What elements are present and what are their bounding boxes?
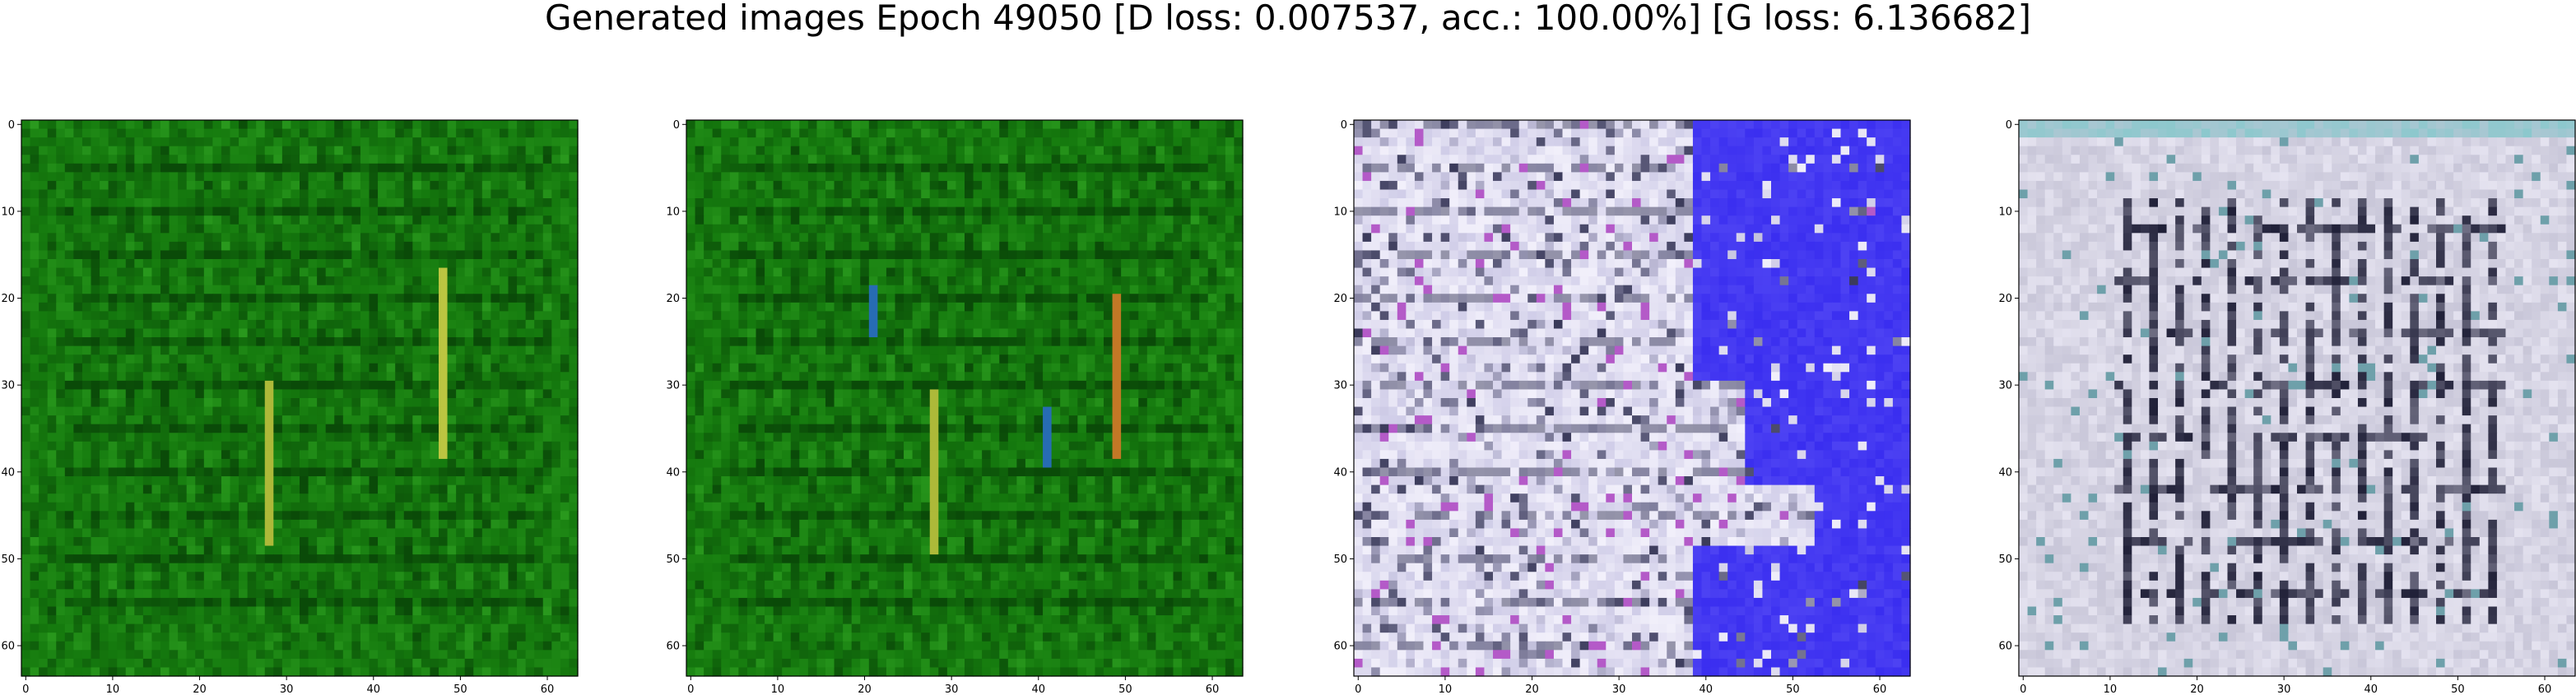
image-pixels	[2019, 120, 2576, 677]
y-tick-label: 20	[1, 293, 15, 305]
subplot-2: 0 0 10 10 20 20 30 30 40 40 50 50 60 60	[666, 119, 1244, 695]
y-tick-label: 0	[8, 119, 15, 132]
x-tick-label: 30	[945, 683, 959, 695]
x-tick-label: 50	[1118, 683, 1132, 695]
x-tick-label: 20	[2190, 683, 2204, 695]
x-tick-label: 0	[1355, 683, 1361, 695]
x-tick-label: 60	[2538, 683, 2552, 695]
y-tick-label: 0	[1341, 119, 1347, 132]
y-tick-label: 50	[1333, 554, 1347, 566]
x-tick-label: 10	[2104, 683, 2118, 695]
y-tick-label: 10	[1333, 206, 1347, 218]
x-tick-label: 60	[1206, 683, 1220, 695]
y-tick-label: 50	[1998, 554, 2012, 566]
x-tick-label: 60	[1873, 683, 1887, 695]
y-tick-label: 20	[1998, 293, 2012, 305]
x-tick-label: 50	[2451, 683, 2465, 695]
x-tick-label: 0	[687, 683, 694, 695]
axes-frame	[2018, 119, 2576, 677]
x-tick-label: 40	[367, 683, 381, 695]
y-tick-label: 0	[2006, 119, 2012, 132]
y-tick-label: 50	[666, 554, 680, 566]
y-tick-label: 40	[1, 466, 15, 479]
y-tick-label: 0	[673, 119, 680, 132]
y-tick-label: 40	[1333, 466, 1347, 479]
y-tick-label: 50	[1, 554, 15, 566]
image-pixels	[1354, 120, 1911, 677]
y-tick-label: 20	[1333, 293, 1347, 305]
subplot-3: 0 0 10 10 20 20 30 30 40 40 50 50 60 60	[1333, 119, 1911, 695]
x-tick-label: 40	[1700, 683, 1713, 695]
x-tick-label: 40	[2364, 683, 2378, 695]
x-tick-label: 20	[1525, 683, 1539, 695]
subplot-4: 0 0 10 10 20 20 30 30 40 40 50 50 60 60	[1998, 119, 2576, 695]
y-tick-label: 20	[666, 293, 680, 305]
y-tick-label: 60	[1, 641, 15, 653]
x-tick-label: 0	[22, 683, 29, 695]
y-tick-label: 30	[1, 380, 15, 392]
x-tick-label: 50	[453, 683, 467, 695]
y-tick-label: 60	[666, 641, 680, 653]
figure-title: Generated images Epoch 49050 [D loss: 0.…	[544, 0, 2032, 38]
y-tick-label: 60	[1333, 641, 1347, 653]
x-tick-label: 30	[280, 683, 294, 695]
x-tick-label: 50	[1786, 683, 1800, 695]
x-tick-label: 20	[193, 683, 207, 695]
y-tick-label: 40	[1998, 466, 2012, 479]
image-pixels	[21, 120, 579, 677]
y-tick-label: 30	[666, 380, 680, 392]
x-tick-label: 20	[858, 683, 872, 695]
y-tick-label: 10	[666, 206, 680, 218]
x-tick-label: 30	[1612, 683, 1626, 695]
y-tick-label: 10	[1, 206, 15, 218]
x-tick-label: 10	[771, 683, 785, 695]
x-tick-label: 0	[2020, 683, 2026, 695]
x-tick-label: 10	[1439, 683, 1453, 695]
axes-frame	[21, 119, 579, 677]
image-pixels	[686, 120, 1244, 677]
axes-frame	[1353, 119, 1911, 677]
y-tick-label: 10	[1998, 206, 2012, 218]
y-tick-label: 60	[1998, 641, 2012, 653]
x-tick-label: 10	[106, 683, 120, 695]
y-tick-label: 30	[1998, 380, 2012, 392]
y-tick-label: 30	[1333, 380, 1347, 392]
x-tick-label: 30	[2277, 683, 2291, 695]
x-tick-label: 60	[541, 683, 555, 695]
x-tick-label: 40	[1032, 683, 1046, 695]
subplot-1: 0 0 10 10 20 20 30 30 40 40 50 50 60 60	[1, 119, 579, 695]
axes-frame	[686, 119, 1244, 677]
y-tick-label: 40	[666, 466, 680, 479]
